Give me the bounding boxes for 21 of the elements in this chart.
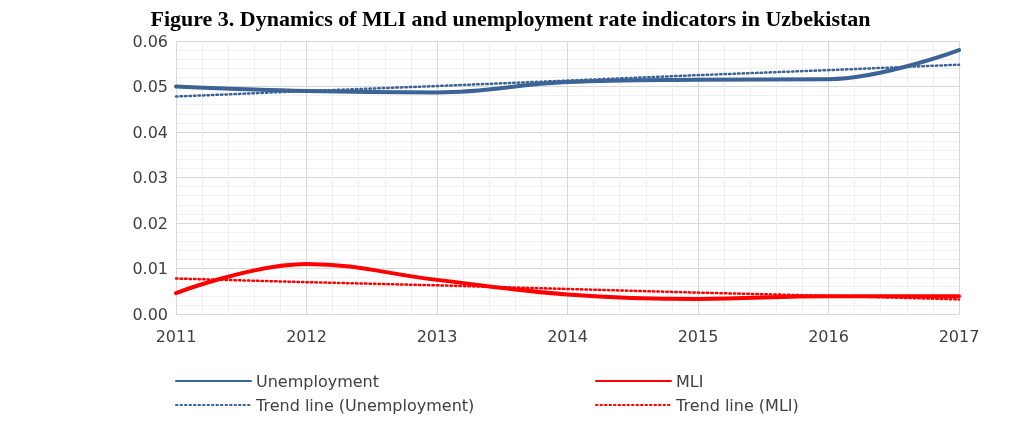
y-tick-label: 0.05 <box>132 77 168 96</box>
legend-label: MLI <box>676 371 704 391</box>
x-tick-label: 2014 <box>547 326 588 346</box>
y-tick-label: 0.03 <box>132 168 168 187</box>
x-tick-label: 2017 <box>938 326 980 346</box>
x-tick-label: 2016 <box>808 326 849 346</box>
y-tick-label: 0.04 <box>132 122 168 142</box>
x-tick-label: 2013 <box>416 326 458 346</box>
y-tick-label: 0.02 <box>132 213 168 233</box>
y-tick-label: 0.00 <box>132 304 168 324</box>
legend-label: Unemployment <box>256 371 379 391</box>
chart-title: Figure 3. Dynamics of MLI and unemployment rate indicators in Uzbekistan <box>150 5 871 31</box>
line-series <box>174 261 961 301</box>
x-tick-label: 2015 <box>677 326 719 346</box>
legend-label: Trend line (Unemployment) <box>255 395 475 415</box>
line-series <box>174 48 961 95</box>
x-tick-label: 2012 <box>286 326 327 346</box>
y-tick-label: 0.06 <box>132 31 168 51</box>
legend-label: Trend line (MLI) <box>675 395 799 415</box>
x-tick-label: 2011 <box>155 326 197 346</box>
y-tick-label: 0.01 <box>132 259 168 278</box>
